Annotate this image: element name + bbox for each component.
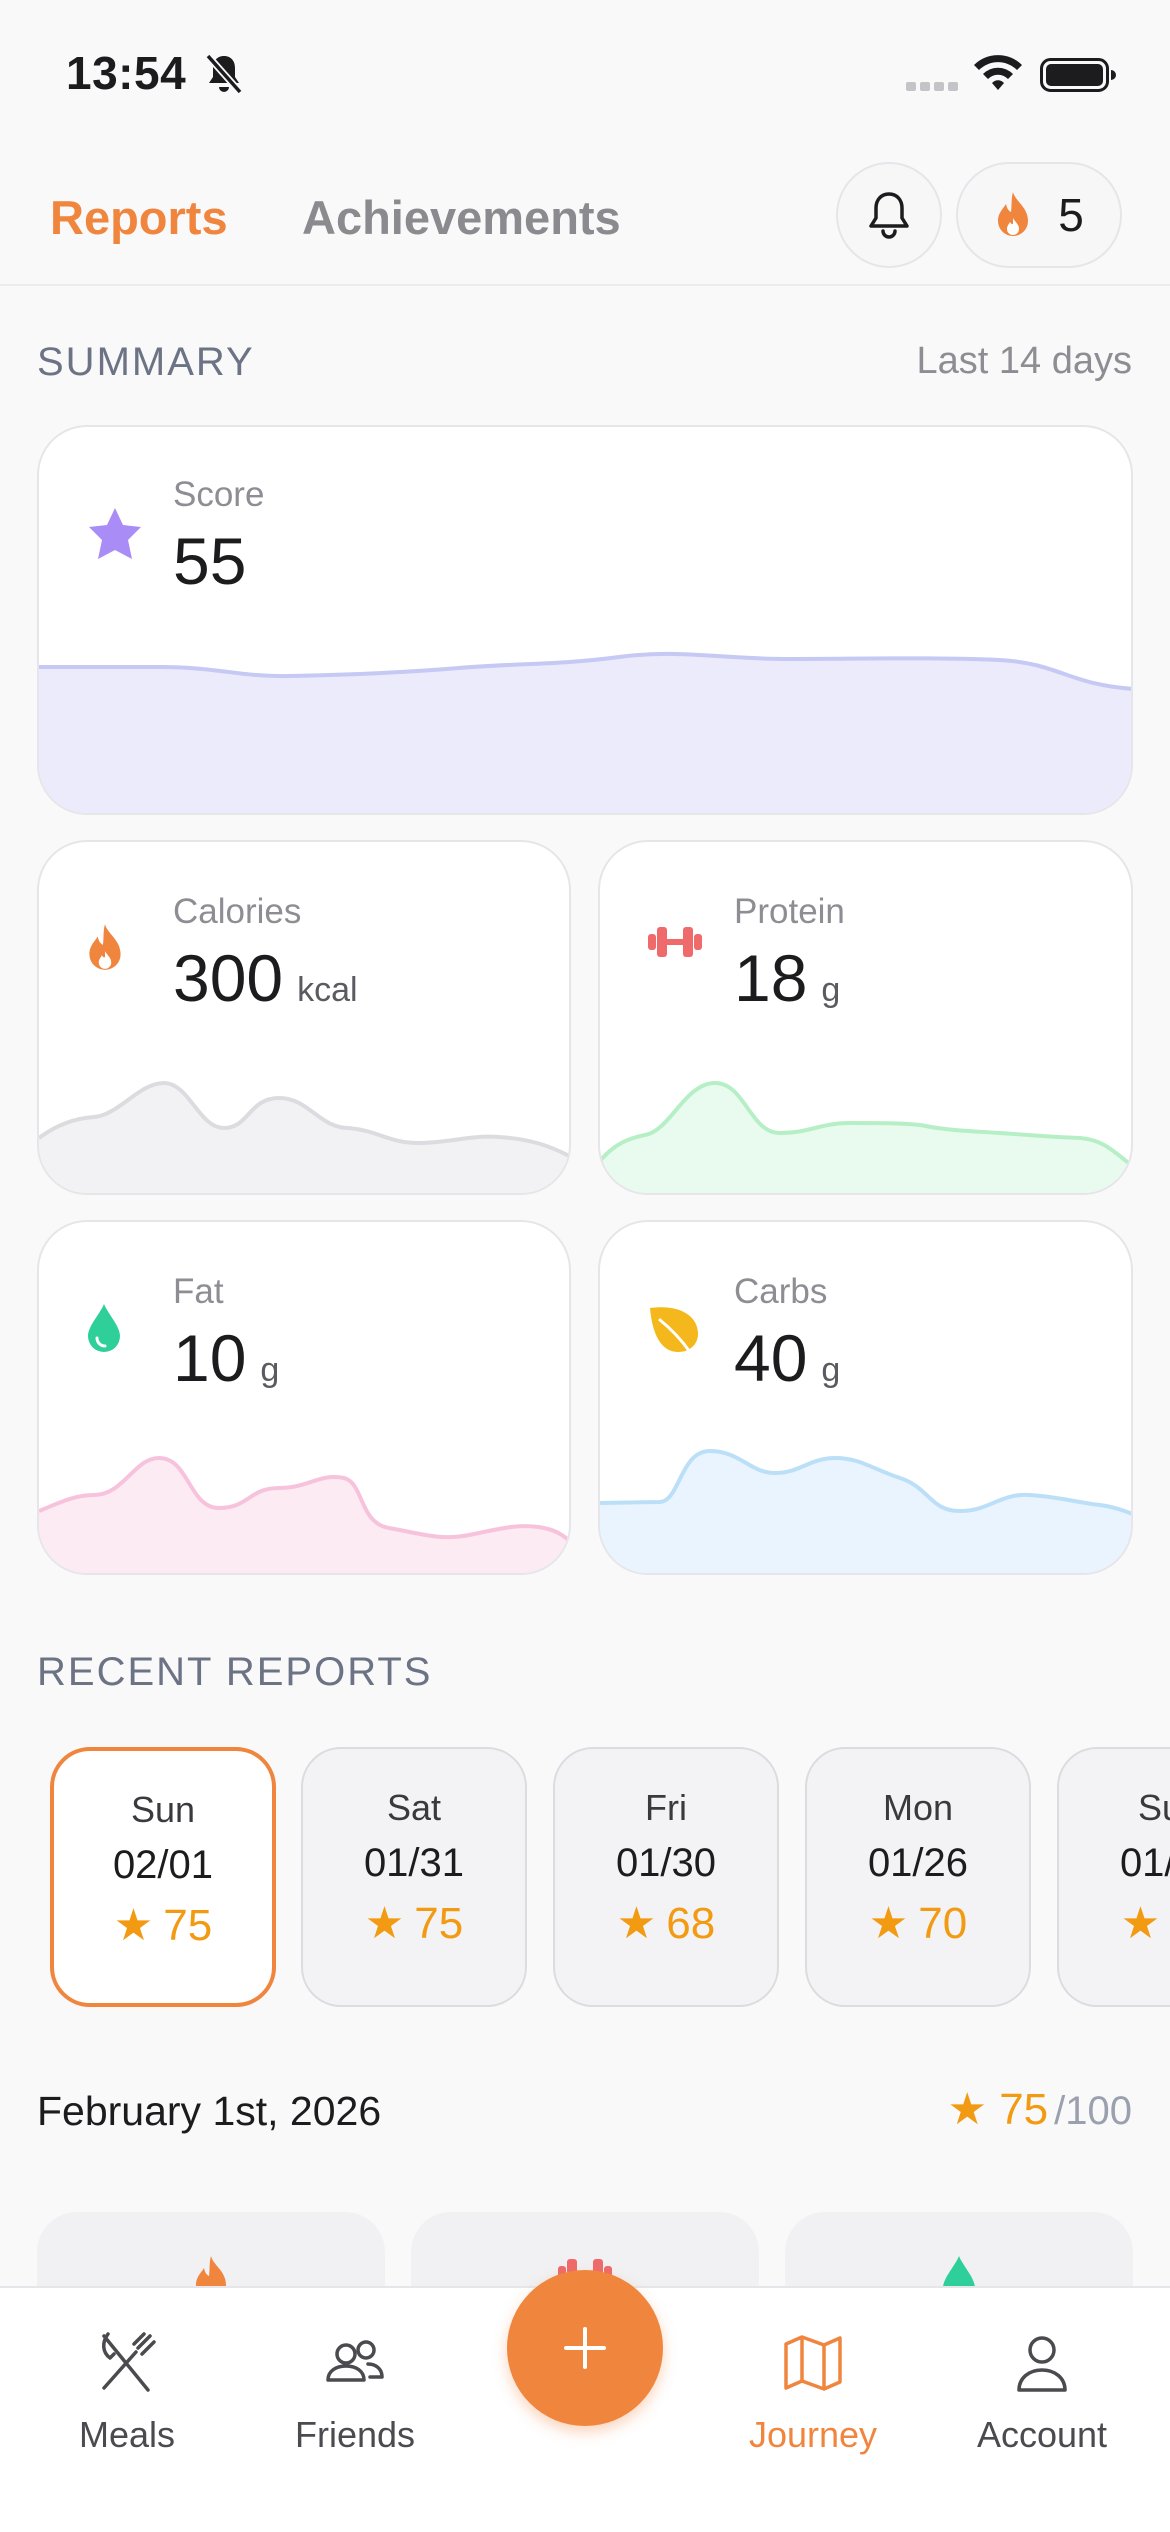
star-icon [89, 508, 141, 559]
bell-off-icon [205, 53, 243, 95]
protein-card[interactable]: Protein 18 g [598, 840, 1133, 1195]
status-time: 13:54 [66, 47, 187, 99]
star-icon: ★ [868, 1899, 909, 1948]
report-score: ★ 75/100 [947, 2085, 1132, 2134]
carbs-card[interactable]: Carbs 40 g [598, 1220, 1133, 1575]
leaf-icon [650, 1307, 698, 1354]
report-score-max: /100 [1054, 2089, 1132, 2133]
add-button[interactable] [507, 2270, 663, 2426]
summary-range[interactable]: Last 14 days [916, 340, 1132, 382]
protein-value: 18 g [734, 941, 841, 1015]
streak-button[interactable]: 5 [956, 162, 1122, 268]
star-icon: ★ [113, 1901, 154, 1950]
fat-card[interactable]: Fat 10 g [37, 1220, 571, 1575]
report-day-name: Sun [130, 1789, 196, 1830]
calories-sparkline [39, 1080, 569, 1193]
carbs-unit: g [821, 1351, 841, 1389]
report-day-card[interactable]: Sun 02/01 ★ 75 [50, 1747, 276, 2007]
score-card[interactable]: Score 55 [37, 425, 1133, 815]
star-icon: ★ [616, 1899, 657, 1948]
carbs-label: Carbs [734, 1272, 828, 1311]
users-icon [326, 2340, 384, 2382]
plus-icon [564, 2327, 606, 2369]
calories-unit: kcal [297, 971, 358, 1009]
report-day-score: ★75 [364, 1899, 464, 1948]
tab-meals-label: Meals [78, 2414, 176, 2455]
bell-icon [869, 192, 909, 239]
tab-achievements[interactable]: Achievements [302, 191, 621, 244]
report-day-date: 01/31 [363, 1841, 465, 1885]
calories-card[interactable]: Calories 300 kcal [37, 840, 571, 1195]
calories-value: 300 kcal [173, 941, 358, 1015]
tab-journey[interactable]: Journey [713, 2330, 913, 2456]
wifi-icon [974, 55, 1022, 90]
report-day-date: 01/25 [1119, 1841, 1170, 1885]
droplet-icon [88, 1304, 120, 1352]
report-date: February 1st, 2026 [37, 2088, 382, 2134]
report-day-score: ★75 [113, 1901, 213, 1950]
calories-label: Calories [173, 892, 302, 931]
fat-value: 10 g [173, 1321, 280, 1395]
streak-count: 5 [1058, 189, 1084, 241]
flame-icon [998, 192, 1029, 236]
score-value: 55 [173, 524, 247, 598]
report-day-score: ★75 [1059, 1898, 1170, 1949]
summary-title: SUMMARY [37, 340, 255, 384]
battery-icon [1040, 58, 1116, 92]
tab-journey-label: Journey [748, 2414, 878, 2455]
star-icon: ★ [947, 2085, 1000, 2134]
protein-unit: g [821, 971, 841, 1009]
report-day-date: 01/26 [867, 1841, 969, 1885]
report-day-name: Sat [386, 1787, 442, 1828]
report-day-score: ★ 68 [616, 1899, 716, 1948]
carbs-sparkline [600, 1448, 1131, 1573]
fork-knife-icon [102, 2332, 156, 2392]
dumbbell-icon [648, 927, 702, 957]
score-sparkline [39, 651, 1131, 813]
protein-sparkline [600, 1080, 1131, 1193]
fat-label: Fat [173, 1272, 224, 1311]
report-day-name: Mon [882, 1787, 954, 1828]
report-day-date: 01/30 [615, 1841, 717, 1885]
recent-reports-list[interactable]: Sun 02/01 ★ 75 Sat 01/31 ★ 75 Fri 01/30 ★ 6… [0, 1745, 1170, 2011]
tab-friends-label: Friends [294, 2414, 416, 2455]
report-day-card[interactable]: Sun 01/25 ★75 [1057, 1747, 1170, 2007]
user-icon [1017, 2336, 1067, 2392]
tab-meals[interactable]: Meals [27, 2330, 227, 2456]
star-icon: ★ [364, 1899, 405, 1948]
tab-friends[interactable]: Friends [255, 2330, 455, 2456]
report-day-date: 02/01 [112, 1843, 214, 1887]
fat-unit: g [260, 1351, 280, 1389]
report-day-card[interactable]: Mon 01/26 ★ 70 [805, 1747, 1031, 2007]
report-day-card[interactable]: Fri 01/30 ★ 68 [553, 1747, 779, 2007]
tab-account-label: Account [976, 2414, 1108, 2455]
top-header: Reports Achievements 5 [0, 150, 1170, 286]
report-day-name: Sun [1137, 1787, 1170, 1828]
fat-sparkline [39, 1455, 569, 1573]
report-day-card[interactable]: Sat 01/31 ★ 75 [301, 1747, 527, 2007]
status-bar: 13:54 [0, 0, 1170, 150]
flame-icon [89, 924, 121, 970]
protein-label: Protein [734, 892, 845, 931]
report-day-name: Fri [645, 1787, 687, 1828]
map-icon [784, 2335, 842, 2391]
notifications-button[interactable] [836, 162, 942, 268]
cellular-signal-icon [906, 82, 958, 91]
tab-reports[interactable]: Reports [50, 191, 228, 244]
star-icon: ★ [1120, 1899, 1161, 1948]
tab-account[interactable]: Account [942, 2330, 1142, 2456]
recent-reports-title: RECENT REPORTS [37, 1650, 433, 1694]
report-day-score: ★ 70 [868, 1899, 968, 1948]
score-label: Score [173, 475, 265, 514]
carbs-value: 40 g [734, 1321, 841, 1395]
